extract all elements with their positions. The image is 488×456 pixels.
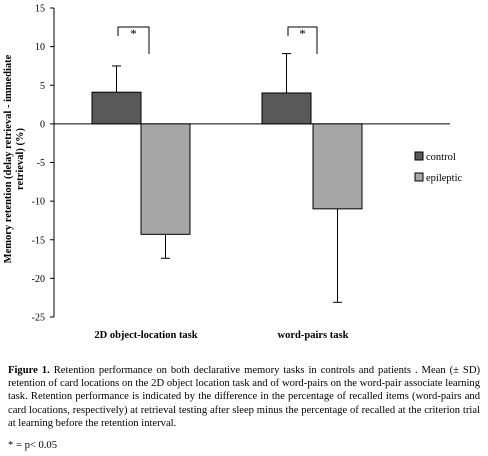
significance-note: * = p< 0.05: [8, 440, 58, 451]
y-tick-label: 10: [35, 42, 45, 53]
y-tick-label: 5: [40, 81, 45, 92]
y-tick-label: 0: [40, 119, 45, 130]
legend: control epileptic: [414, 151, 462, 184]
y-axis: 15 10 5 0 -5 -10 -15 -20 -25: [32, 4, 450, 324]
figure-caption: Figure 1. Retention performance on both …: [8, 364, 480, 430]
y-tick-label: -25: [32, 313, 45, 324]
bar-control-2: [261, 92, 312, 125]
y-axis-title-line-2: retrieval) (%): [15, 128, 26, 190]
y-tick-label: -5: [37, 158, 45, 169]
legend-label-control: control: [426, 152, 456, 163]
significance-bracket: [117, 26, 150, 54]
y-tick-label: -15: [32, 235, 45, 246]
x-category-labels: 2D object-location task word-pairs task: [94, 330, 348, 341]
y-tick-label: 15: [35, 4, 45, 15]
y-axis-title-line-1: Memory retention (delay retrieval - imme…: [3, 54, 14, 263]
bars: [91, 91, 363, 235]
bar-epileptic-2: [312, 123, 363, 210]
bar-control-1: [91, 91, 142, 125]
caption-text: Retention performance on both declarativ…: [8, 365, 480, 429]
significance-star: *: [130, 26, 137, 41]
y-axis-title: Memory retention (delay retrieval - imme…: [3, 54, 26, 263]
figure-label: Figure 1.: [8, 365, 50, 376]
significance-markers: * *: [117, 26, 318, 54]
legend-swatch-control: [414, 151, 424, 161]
significance-star: *: [299, 26, 306, 41]
legend-swatch-epileptic: [414, 172, 424, 182]
y-tick-label: -20: [32, 274, 45, 285]
significance-bracket: [287, 26, 318, 54]
x-category-label: 2D object-location task: [94, 330, 197, 341]
legend-label-epileptic: epileptic: [426, 173, 462, 184]
error-bars: [112, 53, 342, 303]
y-tick-label: -10: [32, 197, 45, 208]
bar-epileptic-1: [140, 123, 191, 235]
x-category-label: word-pairs task: [278, 330, 349, 341]
